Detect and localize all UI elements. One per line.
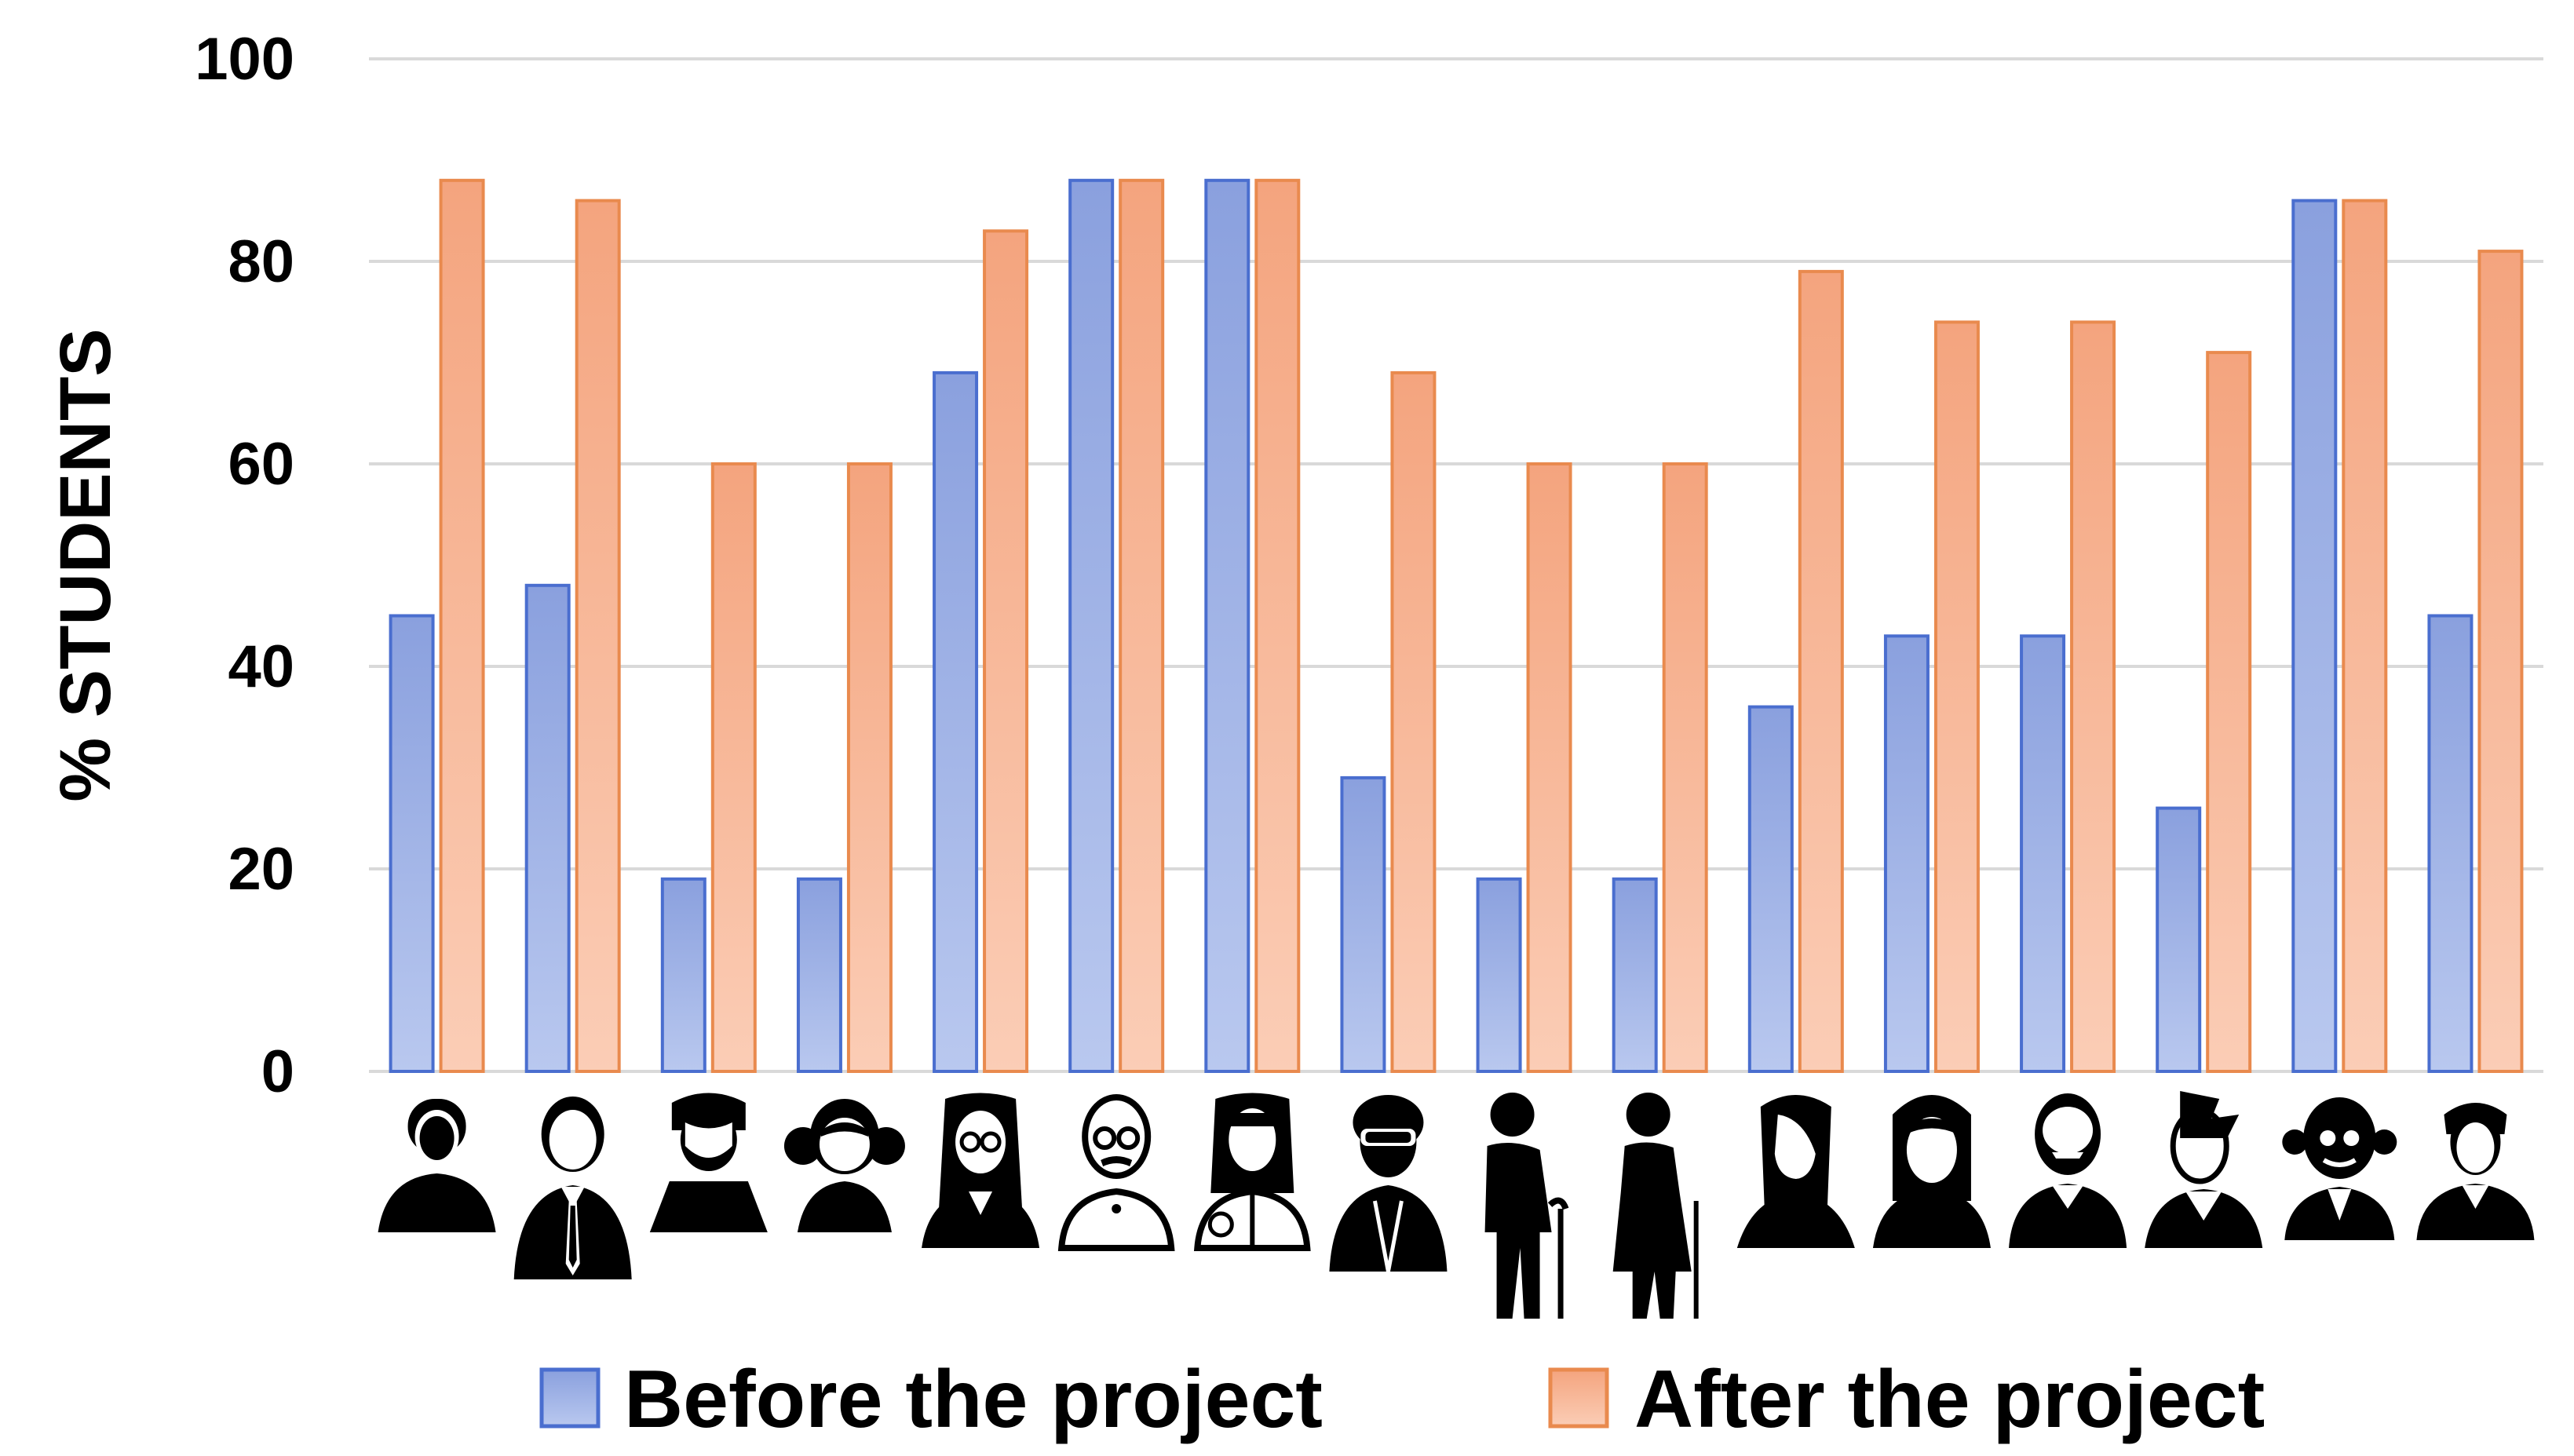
man-punk-hair-icon <box>2145 1091 2262 1248</box>
elderly-man-cane-icon <box>1485 1093 1566 1319</box>
bar-after-woman-long-hair <box>1798 269 1844 1073</box>
bars <box>389 178 2524 1074</box>
legend: Before the project After the project <box>539 1354 2265 1445</box>
y-tick-label: 20 <box>228 836 294 903</box>
bar-after-man-punk-hair <box>2206 351 2252 1074</box>
bar-after-woman-glasses <box>983 229 1029 1073</box>
man-beard-icon <box>2009 1093 2127 1248</box>
bar-before-man-suit-tie <box>524 583 571 1073</box>
bar-before-woman-long-hair <box>1747 705 1794 1073</box>
bar-before-boy <box>660 877 706 1074</box>
bar-before-old-man-bald <box>2291 199 2338 1074</box>
bar-after-woman-short-hair <box>439 178 485 1073</box>
bar-before-woman-bob <box>1883 634 1930 1073</box>
old-man-glasses-mustache-icon <box>1061 1097 1171 1248</box>
elderly-woman-cane-icon <box>1612 1093 1699 1319</box>
bar-after-girl-pigtails <box>846 462 893 1073</box>
bar-after-man-beard <box>2070 320 2116 1073</box>
y-tick-label: 60 <box>228 431 294 498</box>
boy-icon <box>649 1093 768 1232</box>
y-tick-labels: 0 20 40 60 80 100 <box>195 26 294 1105</box>
bar-before-elderly-woman-cane <box>1612 877 1658 1074</box>
legend-swatch-before <box>539 1367 601 1429</box>
old-man-bald-icon <box>2282 1097 2397 1240</box>
woman-long-hair-icon <box>1736 1095 1855 1248</box>
bar-after-man-young <box>2477 250 2524 1074</box>
bar-before-old-man-glasses-mustache <box>1068 178 1115 1073</box>
y-tick-label: 100 <box>195 26 294 93</box>
y-tick-label: 80 <box>228 228 294 295</box>
man-suit-tie-icon <box>513 1097 632 1279</box>
y-tick-label: 40 <box>228 633 294 700</box>
bar-before-man-beard <box>2020 634 2066 1073</box>
legend-label-after: After the project <box>1634 1354 2265 1445</box>
woman-doctor-icon <box>1197 1093 1307 1249</box>
bar-after-woman-bob <box>1933 320 1980 1073</box>
bar-before-man-punk-hair <box>2156 806 2202 1073</box>
bar-before-woman-glasses <box>933 370 979 1073</box>
legend-swatch-after <box>1548 1367 1609 1429</box>
bar-after-old-man-bald <box>2342 199 2388 1074</box>
girl-pigtails-icon <box>783 1099 905 1232</box>
bar-before-man-young <box>2427 614 2474 1073</box>
bar-before-girl-pigtails <box>796 877 842 1074</box>
man-sunglasses-beard-icon <box>1329 1095 1447 1272</box>
bar-after-man-suit-tie <box>575 199 621 1074</box>
woman-glasses-icon <box>922 1093 1039 1249</box>
woman-short-hair-icon <box>378 1099 496 1232</box>
bar-before-woman-doctor <box>1204 178 1250 1073</box>
woman-bob-icon <box>1872 1095 1991 1248</box>
y-tick-label: 0 <box>261 1038 294 1105</box>
legend-label-before: Before the project <box>624 1354 1323 1445</box>
category-icons <box>378 1091 2535 1319</box>
bar-before-elderly-man-cane <box>1476 877 1522 1074</box>
man-young-icon <box>2416 1103 2535 1240</box>
bar-after-boy <box>710 462 757 1073</box>
bar-before-man-sunglasses-beard <box>1340 775 1386 1074</box>
bar-after-old-man-glasses-mustache <box>1119 178 1165 1073</box>
bar-before-woman-short-hair <box>389 614 435 1073</box>
bar-after-elderly-man-cane <box>1526 462 1572 1073</box>
y-axis-label: % STUDENTS <box>46 328 126 801</box>
bar-after-man-sunglasses-beard <box>1390 370 1437 1073</box>
bar-after-woman-doctor <box>1254 178 1301 1073</box>
bar-after-elderly-woman-cane <box>1662 462 1708 1073</box>
